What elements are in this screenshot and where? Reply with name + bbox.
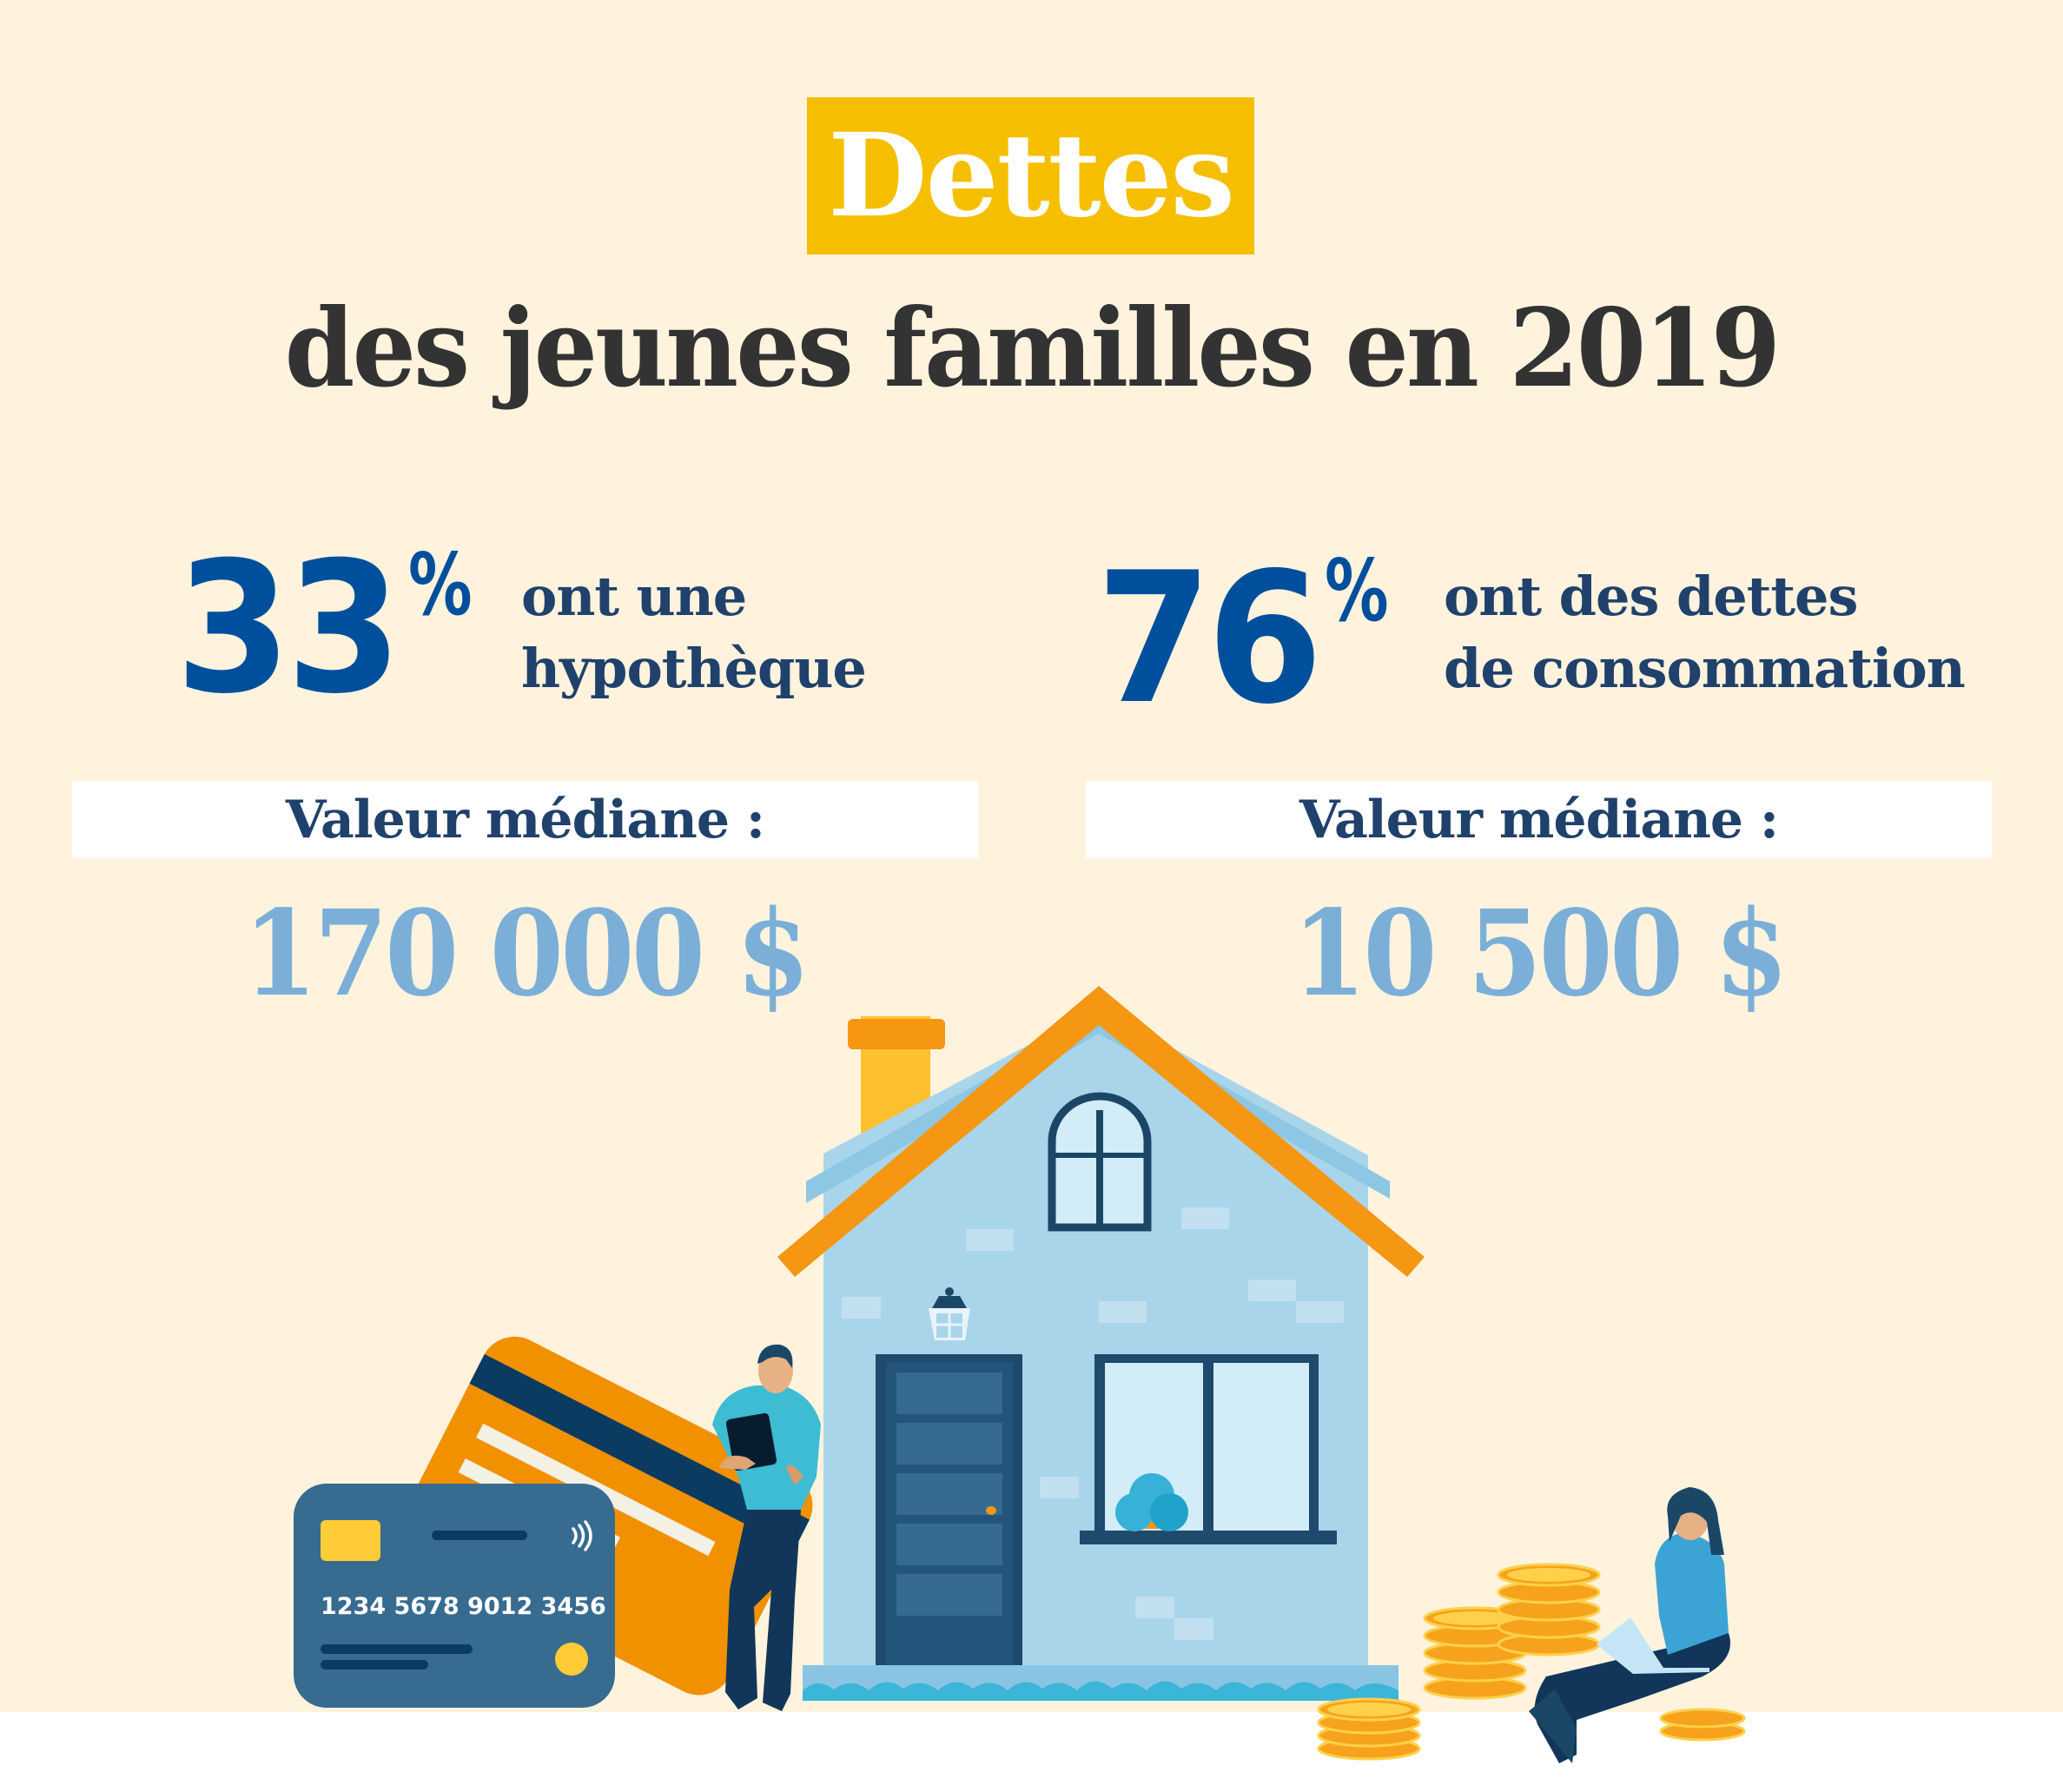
stat-consumer-debt-percent: 76	[1096, 534, 1323, 744]
front-window	[1080, 1354, 1337, 1544]
median-label-box: Valeur médiane :	[1086, 781, 1992, 858]
title-text: Dettes	[828, 108, 1235, 243]
description-line: hypothèque	[521, 637, 867, 700]
house-icon	[777, 986, 1425, 1701]
stat-mortgage-percent: 33	[175, 524, 402, 734]
contactless-icon	[572, 1520, 592, 1551]
description-line: ont des dettes	[1444, 565, 1858, 628]
percent-sign: %	[1325, 542, 1389, 641]
card-number: 1234 5678 9012 3456	[321, 1593, 606, 1620]
lantern-icon	[929, 1287, 970, 1340]
subtitle: des jeunes familles en 2019	[284, 286, 1781, 412]
coin-stack-icon	[1317, 1563, 1746, 1761]
median-label: Valeur médiane :	[1299, 789, 1779, 850]
man-with-tablet-icon	[712, 1344, 821, 1711]
title-badge: Dettes	[807, 97, 1254, 255]
description-line: ont une	[521, 565, 747, 628]
stat-consumer-debt-description: ont des dettes de consommation	[1444, 560, 1966, 704]
description-line: de consommation	[1444, 637, 1966, 700]
credit-card-front-icon: 1234 5678 9012 3456	[294, 1484, 615, 1708]
stat-mortgage-description: ont une hypothèque	[521, 560, 867, 704]
percent-sign: %	[408, 536, 473, 635]
median-label-box: Valeur médiane :	[72, 781, 978, 858]
median-value-mortgage: 170 000 $	[242, 884, 810, 1023]
median-value-consumer: 10 500 $	[1292, 884, 1789, 1023]
median-label: Valeur médiane :	[285, 789, 765, 850]
front-door	[876, 1354, 1022, 1665]
woman-with-laptop-icon	[1529, 1487, 1730, 1763]
